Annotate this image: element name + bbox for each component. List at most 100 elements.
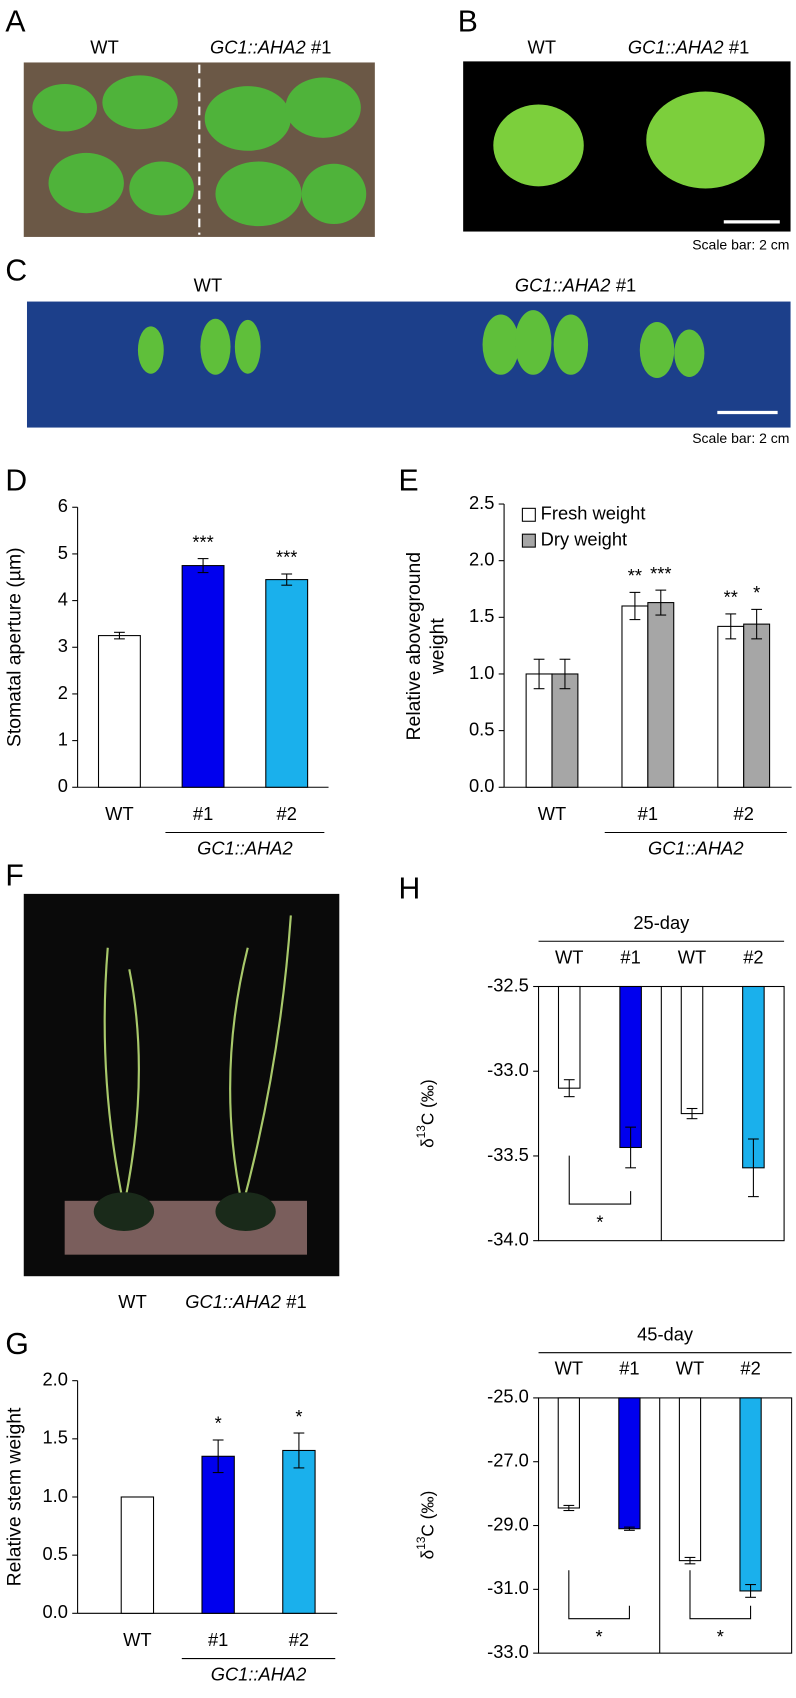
x-tick-label: #2 (740, 1358, 760, 1379)
panel-label: A (5, 6, 26, 39)
photo-label: GC1::AHA2 #1 (185, 1291, 306, 1312)
x-tick-label: WT (105, 803, 133, 824)
y-tick-label: -34.0 (487, 1229, 529, 1250)
y-tick-label: 1 (58, 728, 68, 749)
y-tick-label: 4 (58, 588, 68, 609)
comparison-bracket (568, 1155, 632, 1205)
error-bar (629, 591, 641, 621)
significance: *** (192, 531, 213, 552)
x-tick-label: WT (123, 1629, 151, 1650)
panel-label: H (399, 873, 421, 906)
bar (201, 1455, 235, 1614)
y-tick-label: -33.5 (487, 1144, 529, 1165)
bar (743, 623, 771, 788)
x-tick-label: #2 (289, 1629, 309, 1650)
error-bar (655, 589, 667, 616)
ylabel-part: δ (417, 1550, 437, 1560)
comparison-bracket (689, 1570, 752, 1620)
y-axis-label: Relative stem weight (3, 1407, 25, 1586)
y-tick-label: 0.5 (42, 1543, 67, 1564)
photo-a (23, 62, 375, 237)
photo-f (23, 893, 340, 1277)
x-tick-label: #2 (743, 946, 763, 967)
x-tick-label: #2 (734, 803, 754, 824)
bar (97, 635, 141, 788)
legend-swatch (521, 533, 536, 548)
line-number: #1 (311, 36, 331, 57)
x-tick-label: WT (555, 1358, 583, 1379)
significance: *** (650, 563, 671, 584)
error-bar (625, 1126, 637, 1169)
y-tick-label: 2 (58, 682, 68, 703)
group-label: GC1::AHA2 (211, 1664, 307, 1685)
y-tick-label: 1.5 (42, 1427, 67, 1448)
ylabel-part: C (‰) (417, 1491, 437, 1537)
comparison-label: * (596, 1211, 603, 1232)
y-tick-label: 2.5 (469, 492, 494, 513)
line-number: #1 (616, 274, 636, 295)
y-tick-label: -33.0 (487, 1059, 529, 1080)
panel-label: B (458, 6, 478, 39)
error-bar (751, 608, 763, 640)
y-tick-label: 1.0 (469, 662, 494, 683)
panel-label: D (5, 464, 27, 497)
y-tick-label: -31.0 (487, 1577, 529, 1598)
genotype: GC1::AHA2 (210, 36, 306, 57)
photo-b (463, 61, 791, 232)
bar (557, 985, 581, 1089)
legend-label: Fresh weight (541, 503, 646, 524)
error-bar (748, 1138, 759, 1198)
line-number: #1 (286, 1291, 306, 1312)
bar (181, 565, 225, 788)
bar (557, 1397, 580, 1509)
significance: * (215, 1413, 222, 1434)
header: 25-day (633, 912, 690, 933)
legend-label: Dry weight (541, 528, 627, 549)
ylabel-part: δ (417, 1138, 437, 1148)
y-tick-label: 3 (58, 635, 68, 656)
significance: ** (724, 587, 738, 608)
bar (680, 985, 704, 1115)
x-tick-label: WT (538, 803, 566, 824)
error-bar (686, 1107, 698, 1120)
x-tick-label: WT (678, 946, 706, 967)
y-tick-label: 6 (58, 495, 68, 516)
y-tick-label: 5 (58, 542, 68, 563)
panel-label: F (5, 860, 23, 893)
bar (618, 1397, 641, 1530)
y-axis-label: Relative aboveground (403, 552, 425, 741)
y-tick-label: 0.0 (469, 775, 494, 796)
x-tick-label: #1 (193, 803, 213, 824)
error-bar (745, 1584, 756, 1598)
panel-label: C (5, 254, 27, 287)
y-tick-label: -29.0 (487, 1513, 529, 1534)
bar (647, 602, 675, 788)
significance: * (295, 1406, 302, 1427)
error-bar (212, 1439, 224, 1474)
ylabel-sup: 13 (414, 1536, 428, 1550)
x-tick-label: #1 (638, 803, 658, 824)
x-tick-label: #1 (208, 1629, 228, 1650)
y-tick-label: -25.0 (487, 1386, 529, 1407)
y-tick-label: -32.5 (487, 974, 529, 995)
bar (525, 673, 553, 788)
x-tick-label: #1 (619, 1358, 639, 1379)
photo-label: WT (528, 36, 556, 57)
photo-label: GC1::AHA2 #1 (628, 36, 749, 57)
bar (621, 605, 649, 788)
x-tick-label: WT (555, 946, 583, 967)
y-tick-label: 1.5 (469, 605, 494, 626)
error-bar (559, 658, 571, 690)
chart: -32.5 -33.0 -33.5 -34.0 WT #1 WT #2 25-day * δ13C … (414, 912, 785, 1250)
photo-label: GC1::AHA2 #1 (210, 36, 331, 57)
group-label: GC1::AHA2 (197, 838, 293, 859)
chart: 0.00.51.01.52.02.5WT #1 #2GC1::AHA2*******… (403, 492, 792, 859)
photo-label: WT (194, 274, 222, 295)
x-tick-label: WT (676, 1358, 704, 1379)
y-tick-label: -27.0 (487, 1450, 529, 1471)
error-bar (563, 1504, 575, 1512)
y-axis-label: δ13C (‰) (414, 1079, 437, 1148)
chart: -25.0 -27.0 -29.0 -31.0 -33.0 WT #1 WT #2 45-day *… (414, 1323, 793, 1662)
